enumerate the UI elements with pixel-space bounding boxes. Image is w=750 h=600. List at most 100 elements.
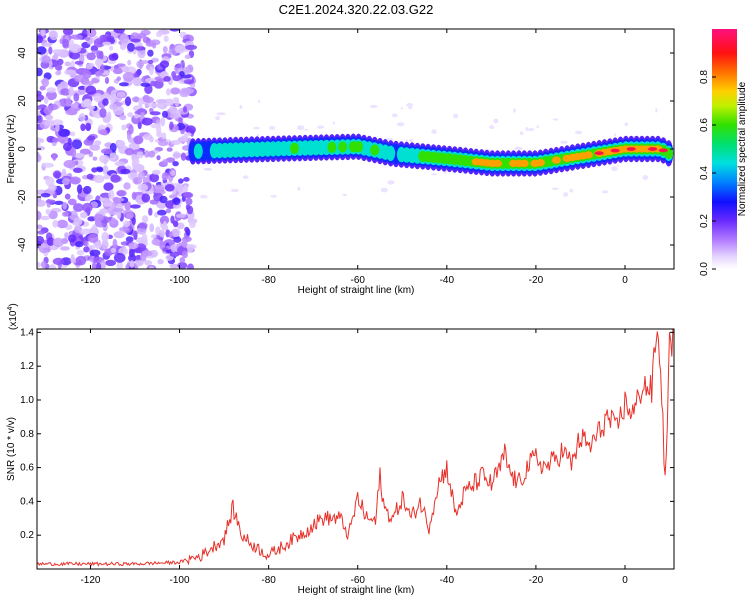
noise-blob xyxy=(48,46,53,55)
noise-blob xyxy=(120,168,131,175)
noise-blob xyxy=(173,236,182,243)
noise-blob xyxy=(102,41,112,46)
noise-dot xyxy=(453,113,458,119)
noise-blob xyxy=(131,157,140,166)
noise-blob xyxy=(89,144,101,151)
noise-blob xyxy=(93,175,105,183)
noise-blob xyxy=(99,108,107,118)
noise-blob xyxy=(176,222,185,230)
noise-blob xyxy=(127,112,134,118)
noise-blob xyxy=(134,46,146,51)
noise-blob xyxy=(133,114,140,119)
x-tick-label: -80 xyxy=(261,275,276,286)
noise-blob xyxy=(37,67,43,77)
noise-blob xyxy=(64,69,76,76)
noise-blob xyxy=(112,67,124,75)
noise-blob xyxy=(44,96,49,105)
noise-blob xyxy=(183,132,192,137)
noise-blob xyxy=(173,197,181,206)
noise-dot xyxy=(216,112,225,116)
noise-blob xyxy=(185,125,196,135)
noise-dot xyxy=(563,192,568,198)
noise-blob xyxy=(142,176,148,184)
noise-blob xyxy=(141,117,153,126)
noise-blob xyxy=(78,113,86,122)
noise-blob xyxy=(101,239,109,250)
noise-blob xyxy=(69,51,81,60)
snr-panel: -120 -100 -80 -60 -40 -20 0 0.2 0.4 0.6 0.8 1.0 1.2 1… xyxy=(6,303,675,596)
noise-blob xyxy=(64,61,72,67)
noise-blob xyxy=(85,122,92,132)
noise-blob xyxy=(90,45,99,52)
noise-blob xyxy=(68,39,75,50)
noise-blob xyxy=(98,129,108,136)
noise-blob xyxy=(94,70,102,77)
snr-ticks: -120 -100 -80 -60 -40 -20 0 0.2 0.4 0.6 0.8 1.0 1.2 1… xyxy=(20,327,674,586)
noise-blob xyxy=(62,201,68,210)
x-tick-label: -20 xyxy=(529,275,544,286)
noise-blob xyxy=(62,178,70,186)
noise-blob xyxy=(86,52,96,61)
noise-blob xyxy=(46,87,57,93)
noise-blob xyxy=(138,98,143,108)
noise-blob xyxy=(62,29,74,36)
noise-dot xyxy=(624,122,629,127)
noise-blob xyxy=(102,165,109,175)
noise-blob xyxy=(74,241,84,248)
noise-blob xyxy=(129,260,135,268)
y-tick-label: 0.4 xyxy=(20,496,34,507)
noise-dot xyxy=(642,175,649,180)
ridge-cell xyxy=(493,159,503,167)
noise-blob xyxy=(141,250,153,257)
snr-multiplier-base: (x10 xyxy=(8,310,19,330)
y-tick-label: 1.4 xyxy=(20,327,34,338)
noise-blob xyxy=(178,178,184,184)
y-tick-label: 1.0 xyxy=(20,395,34,406)
noise-blob xyxy=(168,105,176,115)
noise-blob xyxy=(86,29,97,38)
noise-blob xyxy=(123,182,131,190)
noise-blob xyxy=(155,99,168,104)
noise-blob xyxy=(130,204,141,209)
x-tick-label: -120 xyxy=(80,575,100,586)
snr-y-axis-label: SNR (10 * v/v) xyxy=(6,417,17,481)
snr-frame xyxy=(36,328,675,570)
x-tick-label: -20 xyxy=(529,575,544,586)
noise-blob xyxy=(114,161,126,167)
spectrogram-ticks: -120 -100 -80 -60 -40 -20 0 -40 -20 0 20 40 xyxy=(17,29,674,286)
noise-blob xyxy=(172,153,184,158)
y-tick-label: -20 xyxy=(17,189,28,204)
noise-dot xyxy=(574,130,583,135)
colorbar-ticks: 0.0 0.2 0.4 0.6 0.8 xyxy=(699,70,716,276)
ridge-cell xyxy=(648,147,658,151)
noise-blob xyxy=(72,102,79,109)
ridge-cell xyxy=(338,141,348,153)
colorbar-tick-label: 0.2 xyxy=(699,214,710,228)
noise-blob xyxy=(131,96,141,103)
noise-blob xyxy=(52,257,65,265)
noise-blob xyxy=(170,140,182,145)
noise-blob xyxy=(175,184,184,192)
noise-blob xyxy=(172,161,179,167)
noise-blob xyxy=(165,208,172,214)
noise-blob xyxy=(128,124,134,135)
noise-dot xyxy=(380,187,388,193)
ridge-cell xyxy=(584,151,593,159)
noise-blob xyxy=(171,71,177,78)
colorbar-tick-label: 0.0 xyxy=(699,262,710,276)
noise-dot xyxy=(400,107,404,110)
noise-blob xyxy=(37,105,43,110)
noise-blob xyxy=(182,87,195,94)
noise-dot xyxy=(342,193,347,197)
noise-blob xyxy=(168,194,178,199)
noise-blob xyxy=(49,264,56,269)
noise-blob xyxy=(121,65,130,73)
noise-blob xyxy=(155,31,163,37)
noise-blob xyxy=(93,213,105,222)
noise-dot xyxy=(369,104,378,109)
noise-blob xyxy=(183,79,195,85)
noise-blob xyxy=(94,140,102,146)
noise-blob xyxy=(37,235,45,245)
noise-blob xyxy=(184,226,190,233)
